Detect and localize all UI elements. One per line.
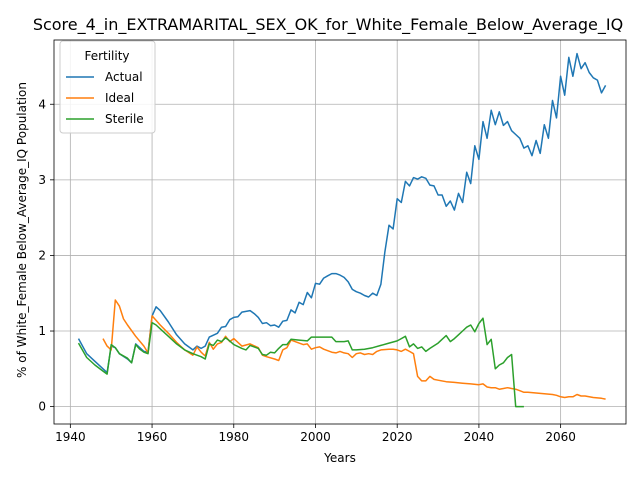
grid-layer	[54, 40, 626, 424]
legend-label-sterile: Sterile	[105, 112, 144, 126]
y-tick-label: 3	[38, 173, 46, 187]
legend-title: Fertility	[84, 49, 129, 63]
x-tick-label: 1980	[218, 430, 249, 444]
axes-frame	[53, 39, 627, 425]
y-tick-label: 1	[38, 324, 46, 338]
series-line-sterile	[77, 317, 524, 408]
chart-title: Score_4_in_EXTRAMARITAL_SEX_OK_for_White…	[33, 15, 623, 35]
legend-box	[59, 40, 156, 134]
series-line-ideal	[102, 299, 606, 400]
x-tick-label: 2000	[300, 430, 331, 444]
y-axis-label: % of White_Female Below_Average_IQ Popul…	[15, 82, 29, 378]
x-tick-label: 1960	[137, 430, 168, 444]
legend: Fertility Actual Ideal Sterile	[59, 40, 156, 134]
legend-label-actual: Actual	[105, 70, 143, 84]
legend-label-ideal: Ideal	[105, 91, 134, 105]
series-line-actual	[77, 52, 607, 374]
x-tick-label: 2040	[464, 430, 495, 444]
y-tick-label: 2	[38, 248, 46, 262]
x-tick-label: 1940	[55, 430, 86, 444]
x-tick-label: 2060	[545, 430, 576, 444]
x-tick-label: 2020	[382, 430, 413, 444]
series-layer	[77, 52, 607, 408]
y-tick-label: 0	[38, 400, 46, 414]
legend-entries: Actual Ideal Sterile	[66, 70, 144, 126]
y-tick-label: 4	[38, 97, 46, 111]
x-axis-label: Years	[323, 451, 356, 465]
tick-layer: 1940 1960 1980 2000 2020 2040 2060 0 1 2 3 4	[38, 97, 576, 444]
